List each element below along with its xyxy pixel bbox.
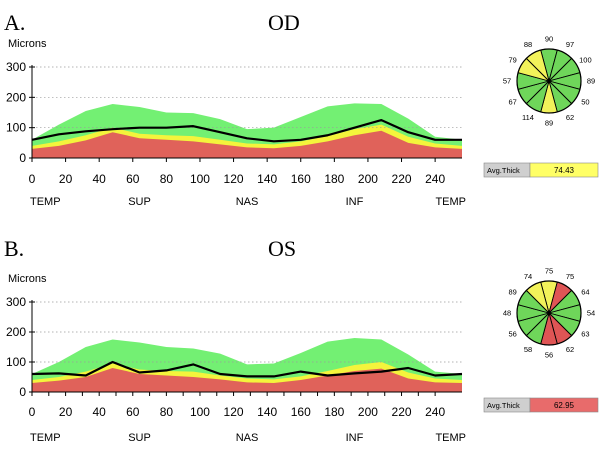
x-tick-label: 200 (358, 405, 378, 419)
clock-value-label: 57 (503, 77, 511, 86)
clock-value-label: 97 (566, 40, 574, 49)
clock-value-label: 56 (545, 351, 553, 360)
avg-thickness-value-box (529, 397, 599, 413)
panel-a-eye-label: OD (268, 10, 300, 35)
clock-outline (516, 280, 582, 346)
x-tick-label: 240 (425, 172, 445, 186)
clock-value-label: 74 (524, 272, 532, 281)
panel-a-avg-thickness: Avg.Thick 74.43 (483, 162, 599, 178)
panel-b-label: B. (4, 236, 24, 261)
clock-value-label: 62 (566, 345, 574, 354)
x-tick-label: 160 (291, 172, 311, 186)
region-label: NAS (236, 196, 259, 208)
y-tick-label: 0 (19, 151, 26, 165)
clock-value-label: 54 (587, 309, 595, 318)
clock-value-label: 64 (581, 288, 589, 297)
region-label: SUP (128, 432, 151, 444)
y-tick-label: 200 (6, 90, 26, 104)
avg-thickness-value: 62.95 (554, 401, 575, 410)
region-label: SUP (128, 196, 151, 208)
region-label: TEMP (435, 196, 466, 208)
clock-value-label: 56 (508, 330, 516, 339)
avg-thickness-value-box (529, 162, 599, 178)
clock-value-label: 48 (503, 309, 511, 318)
region-label: INF (346, 432, 364, 444)
x-tick-label: 80 (160, 405, 174, 419)
measured-thickness-line (31, 118, 462, 143)
region-label: INF (346, 196, 364, 208)
clock-value-label: 75 (566, 272, 574, 281)
x-tick-label: 140 (257, 172, 277, 186)
x-tick-label: 240 (425, 405, 445, 419)
x-tick-label: 80 (160, 172, 174, 186)
panel-b-chart: 0 100 200 300 0 20 40 60 80 100 120 140 160 180 200 220… (6, 295, 466, 444)
clock-value-label: 88 (524, 40, 532, 49)
x-tick-label: 60 (126, 172, 140, 186)
x-tick-label: 220 (392, 172, 412, 186)
clock-value-label: 50 (581, 98, 589, 107)
avg-thickness-value: 74.43 (554, 166, 575, 175)
clock-value-label: 89 (587, 77, 595, 86)
panel-a-y-axis-label: Microns (8, 38, 47, 50)
clock-value-label: 89 (545, 119, 553, 128)
x-tick-label: 100 (190, 405, 210, 419)
x-tick-label: 0 (29, 405, 36, 419)
y-tick-label: 300 (6, 295, 26, 309)
panel-b-clock-chart: 75 75 64 54 63 62 56 58 56 48 89 74 (503, 267, 595, 360)
x-tick-label: 40 (93, 405, 107, 419)
abnormal-band-area (32, 130, 462, 158)
x-tick-label: 0 (29, 172, 36, 186)
y-tick-label: 100 (6, 355, 26, 369)
panel-b-eye-label: OS (268, 236, 296, 261)
clock-value-label: 100 (579, 56, 592, 65)
x-tick-label: 180 (324, 172, 344, 186)
y-tick-label: 200 (6, 325, 26, 339)
x-tick-label: 60 (126, 405, 140, 419)
panel-b: B. OS Microns 0 100 200 300 0 20 40 60 80 100 120 1… (4, 236, 599, 444)
clock-value-label: 63 (581, 330, 589, 339)
avg-thickness-label: Avg.Thick (487, 401, 520, 410)
panel-b-y-axis-label: Microns (8, 273, 47, 285)
region-label: NAS (236, 432, 259, 444)
x-tick-label: 120 (224, 405, 244, 419)
y-tick-label: 300 (6, 60, 26, 74)
x-tick-label: 160 (291, 405, 311, 419)
x-tick-label: 20 (59, 405, 73, 419)
x-tick-label: 40 (93, 172, 107, 186)
panel-b-avg-thickness: Avg.Thick 62.95 (483, 397, 599, 413)
y-tick-label: 0 (19, 385, 26, 399)
clock-value-label: 75 (545, 267, 553, 276)
x-tick-label: 120 (224, 172, 244, 186)
clock-value-label: 67 (508, 98, 516, 107)
clock-value-label: 62 (566, 113, 574, 122)
region-label: TEMP (30, 432, 61, 444)
region-label: TEMP (435, 432, 466, 444)
clock-value-label: 114 (522, 113, 534, 122)
clock-value-label: 89 (508, 288, 516, 297)
y-tick-label: 100 (6, 121, 26, 135)
x-tick-label: 200 (358, 172, 378, 186)
panel-a-chart: 0 100 200 300 0 20 40 60 80 100 120 140 160 180 200 220… (6, 60, 466, 208)
avg-thickness-label: Avg.Thick (487, 166, 520, 175)
panel-a: A. OD Microns 0 100 200 300 0 20 40 60 80 100 120 1… (4, 10, 599, 208)
region-label: TEMP (30, 196, 61, 208)
x-tick-label: 100 (190, 172, 210, 186)
x-tick-label: 140 (257, 405, 277, 419)
x-tick-label: 180 (324, 405, 344, 419)
clock-outline (516, 48, 582, 114)
x-tick-label: 220 (392, 405, 412, 419)
panel-a-label: A. (4, 10, 25, 35)
clock-value-label: 58 (524, 345, 532, 354)
panel-a-clock-chart: 90 97 100 89 50 62 89 114 67 57 79 88 (503, 35, 595, 128)
clock-value-label: 79 (508, 56, 516, 65)
measured-thickness-line (31, 360, 463, 378)
clock-value-label: 90 (545, 35, 553, 44)
x-tick-label: 20 (59, 172, 73, 186)
